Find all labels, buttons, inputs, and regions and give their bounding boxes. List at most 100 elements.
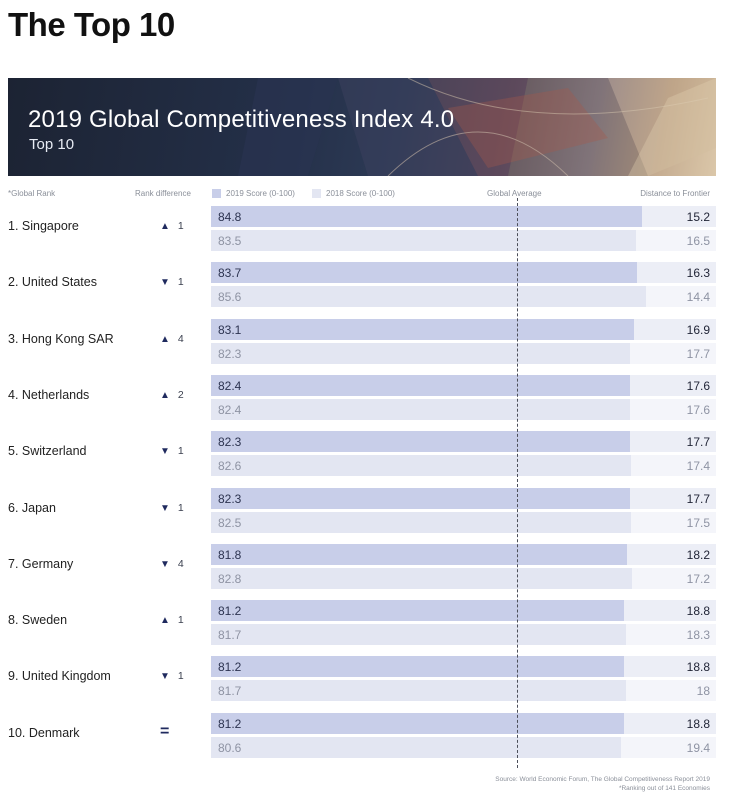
legend-swatch-2019	[212, 189, 221, 198]
rank-difference-value: 1	[177, 670, 184, 683]
arrow-down-icon: ▼	[160, 446, 170, 458]
country-label: 7. Germany	[8, 556, 74, 571]
score-2018-label: 85.6	[218, 290, 242, 305]
rank-difference-value: 1	[177, 445, 184, 458]
rank-difference: ▲ 1	[160, 220, 184, 232]
score-2018-label: 82.6	[218, 459, 242, 474]
ranking-note: *Ranking out of 141 Economies	[618, 785, 710, 792]
arrow-up-icon: ▲	[160, 333, 170, 345]
rank-difference: ▲ 2	[160, 389, 184, 401]
distance-to-frontier-2018-label: 17.7	[686, 346, 710, 361]
distance-to-frontier-2018-label: 18.3	[686, 628, 710, 643]
score-2019-label: 81.2	[218, 604, 242, 619]
country-label: 2. United States	[8, 275, 97, 290]
rank-difference: ▲ 1	[160, 614, 184, 626]
distance-to-frontier-2018-label: 17.2	[686, 571, 710, 586]
rank-difference: ▼ 1	[160, 445, 184, 457]
banner-decoration-graphic	[238, 78, 716, 176]
bar-2019	[211, 712, 624, 734]
legend-swatch-2018	[312, 189, 321, 198]
header-banner: 2019 Global Competitiveness Index 4.0 To…	[8, 78, 716, 176]
rank-difference: ▼ 1	[160, 670, 184, 682]
rank-difference-value: 2	[177, 388, 184, 401]
bar-2019	[211, 262, 637, 284]
rank-difference: ▼ 1	[160, 276, 184, 288]
arrow-down-icon: ▼	[160, 558, 170, 570]
bar-2019	[211, 206, 643, 227]
bar-2018	[211, 511, 631, 533]
distance-to-frontier-2018-label: 18	[696, 684, 710, 699]
bar-2018	[211, 624, 627, 646]
country-label: 5. Switzerland	[8, 444, 87, 459]
bar-2018	[211, 567, 633, 589]
distance-to-frontier-2019-label: 17.6	[686, 378, 710, 393]
chart-title: 2019 Global Competitiveness Index 4.0	[28, 106, 455, 133]
score-2019-label: 82.3	[218, 435, 242, 450]
score-2019-label: 83.7	[218, 266, 242, 281]
bar-2018	[211, 455, 632, 477]
bar-2019	[211, 656, 624, 678]
arrow-down-icon: ▼	[160, 502, 170, 514]
rank-difference-value: 1	[177, 220, 184, 232]
distance-to-frontier-2019-label: 16.3	[686, 266, 710, 281]
score-2019-label: 81.2	[218, 660, 242, 675]
score-2019-label: 81.8	[218, 547, 242, 562]
rank-difference-value: 4	[177, 332, 184, 345]
distance-to-frontier-2018-label: 17.4	[686, 459, 710, 474]
country-label: 3. Hong Kong SAR	[8, 331, 114, 346]
country-label: 1. Singapore	[8, 219, 79, 233]
arrow-up-icon: ▲	[160, 615, 170, 627]
bar-2018	[211, 286, 647, 308]
bar-2019	[211, 487, 630, 509]
score-2019-label: 81.2	[218, 716, 242, 731]
arrow-up-icon: ▲	[160, 389, 170, 401]
global-average-line	[517, 198, 518, 768]
score-2018-label: 82.8	[218, 571, 242, 586]
distance-to-frontier-header: Distance to Frontier	[640, 189, 710, 198]
country-label: 8. Sweden	[8, 613, 68, 628]
bar-2019	[211, 600, 624, 622]
distance-to-frontier-2019-label: 17.7	[686, 435, 710, 450]
distance-to-frontier-2019-label: 18.8	[686, 716, 710, 731]
source-note: Source: World Economic Forum, The Global…	[495, 776, 710, 783]
global-average-header: Global Average	[487, 189, 542, 198]
bar-2019	[211, 431, 630, 453]
chart-subtitle: Top 10	[29, 136, 75, 153]
distance-to-frontier-2019-label: 17.7	[686, 491, 710, 506]
score-2019-label: 82.4	[218, 378, 242, 393]
distance-to-frontier-2018-label: 17.5	[686, 515, 710, 530]
legend-label-2018: 2018 Score (0-100)	[326, 189, 395, 198]
rank-difference-header: Rank difference	[135, 189, 191, 198]
country-label: 4. Netherlands	[8, 387, 90, 402]
score-2019-label: 83.1	[218, 322, 242, 337]
distance-to-frontier-2018-label: 14.4	[686, 290, 710, 305]
distance-to-frontier-2018-label: 19.4	[686, 740, 710, 755]
page-title: The Top 10	[8, 6, 175, 43]
rank-difference: =	[160, 723, 177, 741]
rank-difference-value: 1	[177, 276, 184, 289]
distance-to-frontier-2019-label: 15.2	[686, 210, 710, 224]
rank-difference-value: 4	[177, 557, 184, 570]
rank-difference-value: 1	[177, 501, 184, 514]
score-2018-label: 82.5	[218, 515, 242, 530]
score-2018-label: 80.6	[218, 740, 242, 755]
bar-2019	[211, 318, 634, 340]
distance-to-frontier-2019-label: 18.2	[686, 547, 710, 562]
country-label: 9. United Kingdom	[8, 669, 111, 684]
bar-2018	[211, 398, 631, 420]
score-2019-label: 82.3	[218, 491, 242, 506]
rank-difference: ▼ 4	[160, 558, 184, 570]
rank-difference-value: 1	[177, 614, 184, 627]
score-2018-label: 82.3	[218, 346, 242, 361]
rank-difference: ▲ 4	[160, 333, 184, 345]
score-2018-label: 81.7	[218, 684, 242, 699]
rank-difference: ▼ 1	[160, 502, 184, 514]
bar-2018	[211, 230, 636, 251]
legend-label-2019: 2019 Score (0-100)	[226, 189, 295, 198]
distance-to-frontier-2018-label: 16.5	[686, 234, 710, 248]
score-2019-label: 84.8	[218, 210, 242, 224]
score-2018-label: 81.7	[218, 628, 242, 643]
global-rank-header: *Global Rank	[8, 189, 56, 198]
bar-2019	[211, 543, 627, 565]
distance-to-frontier-2019-label: 18.8	[686, 660, 710, 675]
